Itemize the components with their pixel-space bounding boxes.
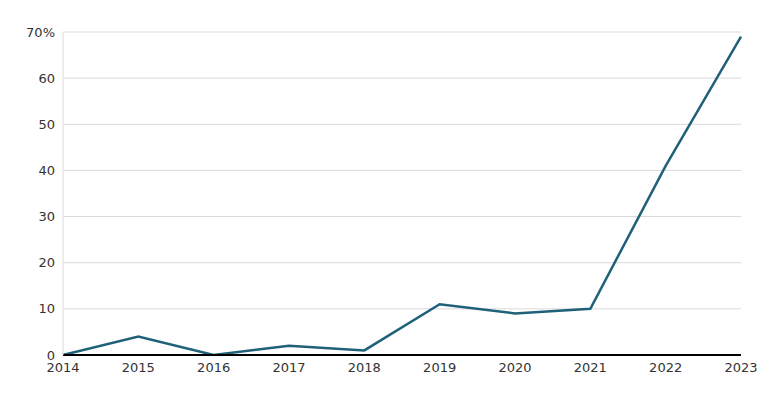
svg-text:2014: 2014 xyxy=(46,360,80,376)
svg-text:2016: 2016 xyxy=(197,360,230,375)
svg-text:70%: 70% xyxy=(26,25,55,40)
svg-text:2020: 2020 xyxy=(498,360,531,375)
svg-text:30: 30 xyxy=(38,209,55,224)
svg-text:40: 40 xyxy=(38,163,55,178)
svg-text:2018: 2018 xyxy=(348,360,381,375)
svg-text:2019: 2019 xyxy=(423,360,456,375)
svg-text:20: 20 xyxy=(38,255,55,270)
svg-text:2022: 2022 xyxy=(649,360,682,375)
svg-text:10: 10 xyxy=(38,301,55,316)
svg-text:2017: 2017 xyxy=(272,360,305,375)
svg-text:0: 0 xyxy=(47,348,55,363)
svg-text:2021: 2021 xyxy=(574,360,607,375)
svg-text:2015: 2015 xyxy=(122,360,155,375)
svg-text:50: 50 xyxy=(38,117,55,132)
svg-text:60: 60 xyxy=(38,71,55,86)
svg-text:2023: 2023 xyxy=(724,360,757,375)
